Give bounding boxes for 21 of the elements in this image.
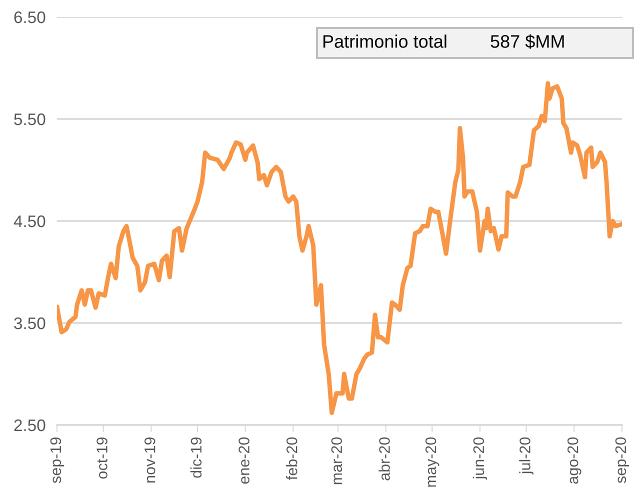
x-tick-label: oct-19 xyxy=(96,438,108,479)
annotation: 587 $MM xyxy=(490,34,564,49)
x-tick-label: jun-20 xyxy=(472,437,488,480)
y-tick-label: 6.50 xyxy=(14,11,46,24)
x-tick-label: jul-20 xyxy=(519,437,534,475)
x-tick-label: ago-20 xyxy=(567,437,582,484)
x-tick-label: sep-20 xyxy=(615,437,630,484)
x-tick-label: mar-20 xyxy=(331,437,342,484)
y-tick-label: 4.50 xyxy=(14,215,46,228)
x-tick-label: abr-20 xyxy=(378,437,390,480)
annotation: Patrimonio total xyxy=(323,34,446,48)
x-tick-label: may-20 xyxy=(425,437,440,487)
x-tick-label: nov-19 xyxy=(144,438,156,482)
y-tick-label: 2.50 xyxy=(14,419,46,432)
y-tick-label: 5.50 xyxy=(14,113,46,126)
x-tick-label: ene-20 xyxy=(238,437,250,484)
y-tick-label: 3.50 xyxy=(14,317,46,330)
x-tick-label: sep-19 xyxy=(50,438,64,484)
line-series xyxy=(57,81,622,415)
x-tick-label: feb-20 xyxy=(286,437,298,480)
x-tick-label: dic-19 xyxy=(190,438,202,478)
